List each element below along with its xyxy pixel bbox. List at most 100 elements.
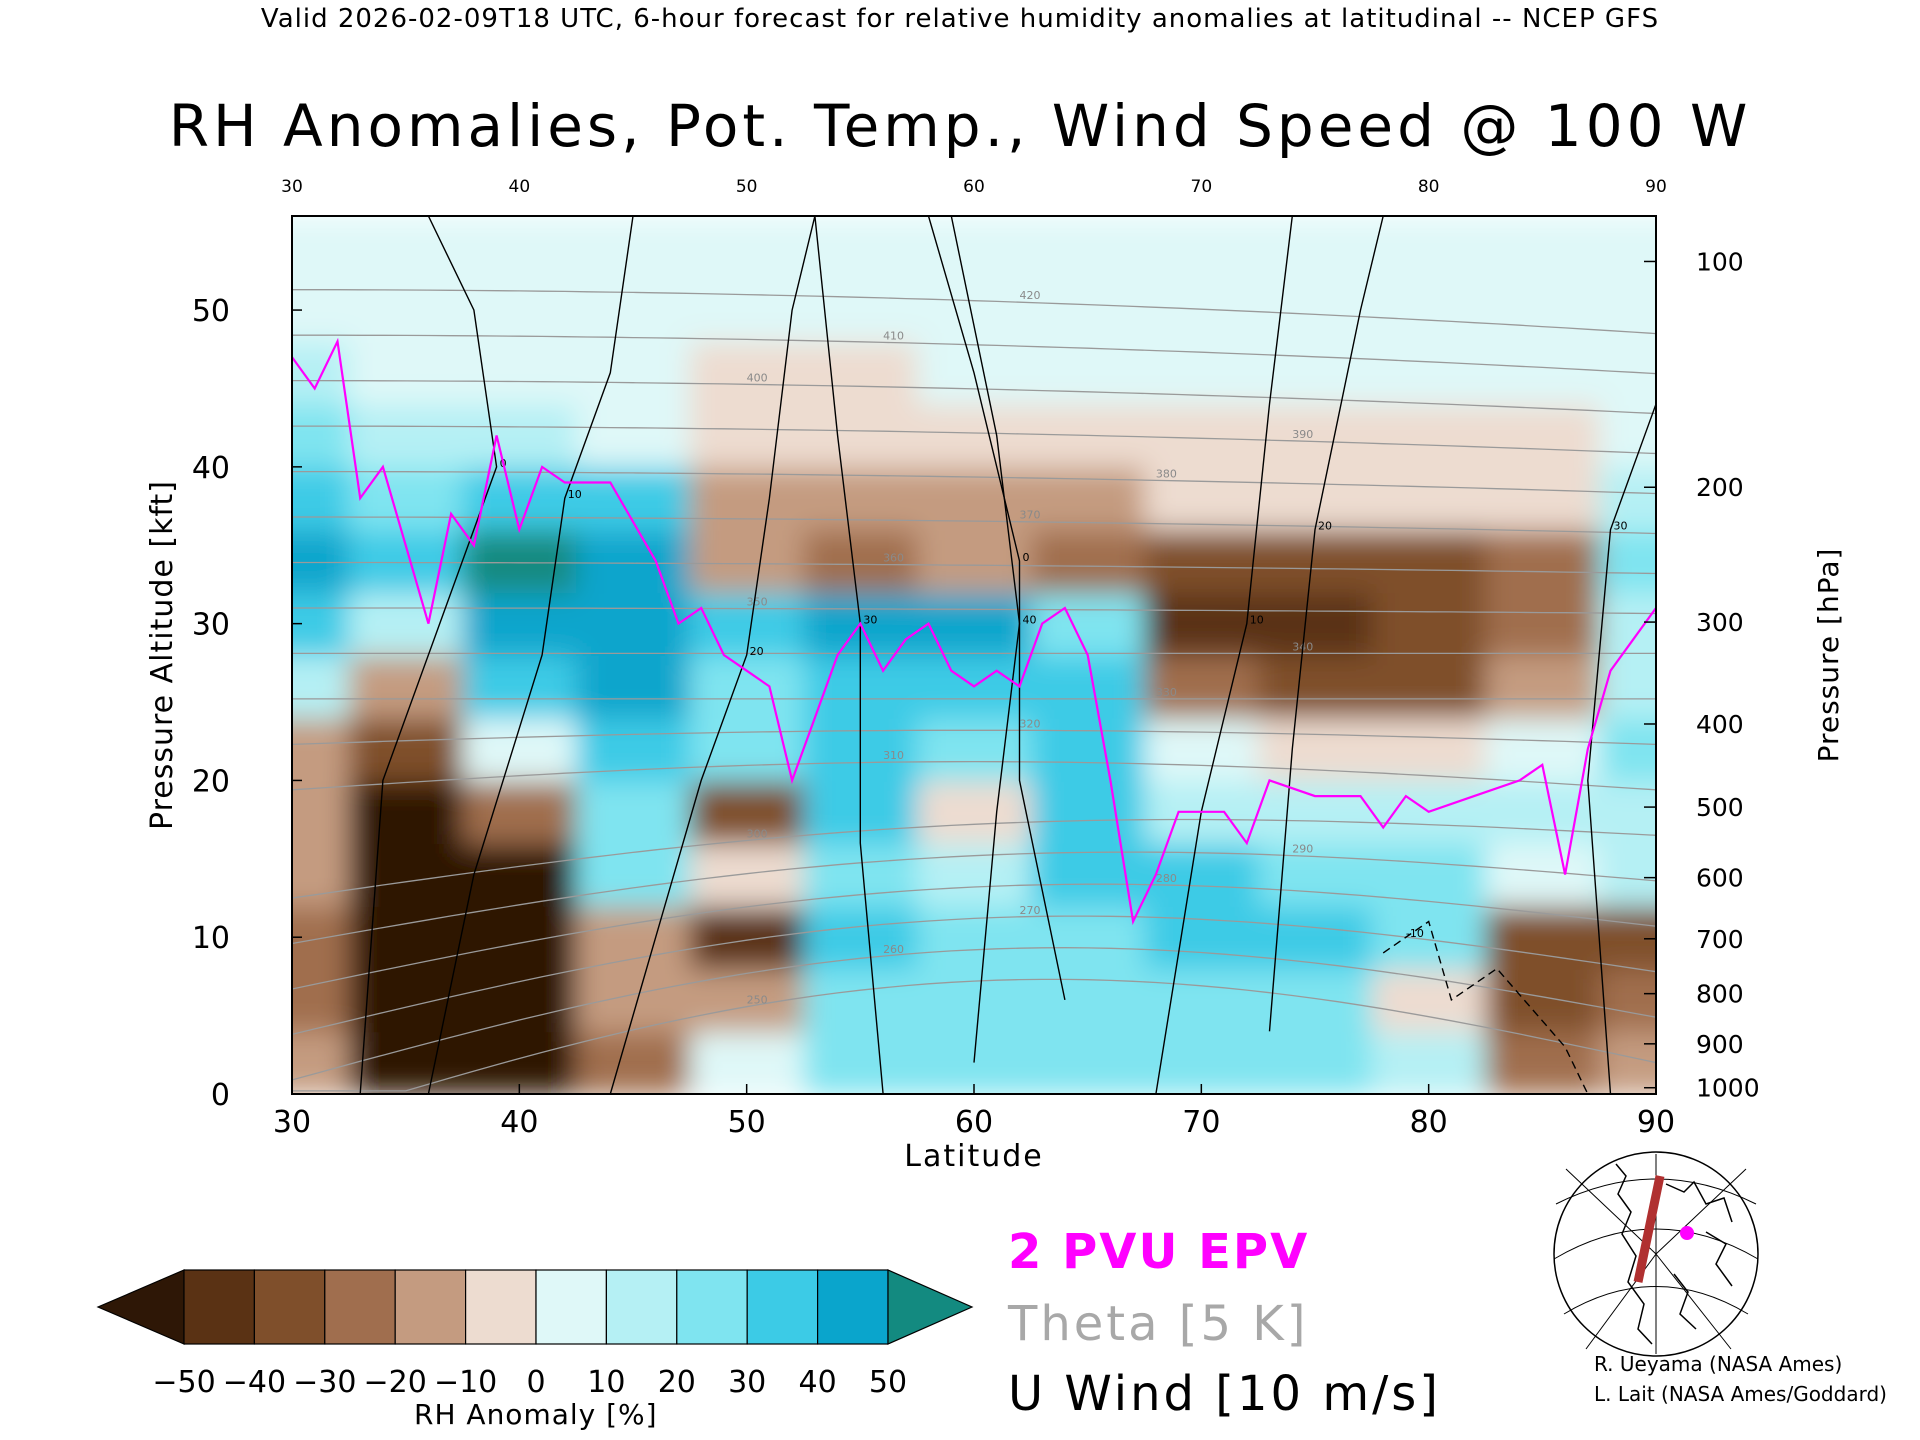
heatmap-cell bbox=[1258, 404, 1373, 468]
x-tick-label: 90 bbox=[1637, 1105, 1675, 1140]
x-axis-label: Latitude bbox=[904, 1139, 1043, 1174]
heatmap-cell bbox=[1144, 592, 1260, 656]
heatmap-cell bbox=[462, 592, 578, 656]
heatmap-cell bbox=[348, 655, 464, 719]
theta-contour bbox=[292, 851, 1656, 945]
colorbar-tick-label: −10 bbox=[434, 1365, 497, 1400]
heatmap-cell bbox=[576, 905, 691, 970]
cross-section-line bbox=[1633, 1175, 1665, 1283]
u-wind-contour bbox=[359, 216, 498, 1094]
x-top-tick-label: 40 bbox=[509, 177, 531, 197]
heatmap-cell bbox=[1144, 655, 1260, 719]
theta-contour bbox=[292, 818, 1656, 899]
heatmap-cell bbox=[1030, 780, 1146, 845]
heatmap-cell bbox=[462, 843, 578, 907]
heatmap-cell bbox=[803, 1031, 919, 1094]
chart-title: RH Anomalies, Pot. Temp., Wind Speed @ 1… bbox=[168, 92, 1752, 160]
pressure-tick-label: 900 bbox=[1696, 1030, 1744, 1059]
u-wind-contour-label: 30 bbox=[863, 614, 877, 627]
heatmap-cell bbox=[292, 1031, 350, 1094]
heatmap-cell bbox=[803, 341, 919, 406]
heatmap-cell bbox=[348, 404, 464, 468]
theta-contour bbox=[292, 425, 1656, 455]
heatmap-cell bbox=[917, 592, 1032, 656]
u-wind-contour bbox=[609, 216, 816, 1094]
colorbar: −50 −40 −30 −20 −10 0 10 20 30 40 50 bbox=[96, 1269, 974, 1400]
heatmap-cell bbox=[348, 843, 464, 907]
theta-contour-label: 280 bbox=[1156, 872, 1177, 885]
heatmap-cell bbox=[1599, 843, 1656, 907]
legend-theta: Theta [5 K] bbox=[1008, 1296, 1309, 1352]
heatmap-cell bbox=[1144, 905, 1260, 970]
colorbar-tick-label: −30 bbox=[293, 1365, 356, 1400]
heatmap-cell bbox=[1258, 529, 1373, 594]
pressure-tick-label: 1000 bbox=[1696, 1074, 1760, 1103]
u-wind-contour-label: 20 bbox=[1318, 520, 1332, 533]
colorbar-low-arrow bbox=[96, 1269, 185, 1345]
heatmap-cell bbox=[1258, 216, 1373, 280]
heatmap-cell bbox=[689, 1031, 805, 1094]
u-wind-contour bbox=[927, 216, 1066, 1001]
heatmap-cell bbox=[292, 780, 350, 845]
heatmap-cell bbox=[576, 1031, 691, 1094]
heatmap-cell bbox=[1599, 717, 1656, 782]
heatmap-cell bbox=[576, 968, 691, 1033]
heatmap-cell bbox=[1030, 655, 1146, 719]
heatmap-cell bbox=[917, 404, 1032, 468]
heatmap-cell bbox=[1030, 216, 1146, 280]
colorbar-band bbox=[394, 1269, 467, 1345]
heatmap-cell bbox=[1030, 466, 1146, 531]
u-wind-contour bbox=[427, 216, 634, 1094]
heatmap-cell bbox=[1258, 278, 1373, 343]
heatmap-cell bbox=[1485, 466, 1601, 531]
heatmap-cell bbox=[576, 780, 691, 845]
heatmap-cell bbox=[689, 341, 805, 406]
u-wind-negative-contour bbox=[1382, 920, 1589, 1094]
heatmap-cell bbox=[1371, 655, 1487, 719]
heatmap-cell bbox=[1258, 968, 1373, 1033]
colorbar-band bbox=[605, 1269, 678, 1345]
heatmap-cell bbox=[1371, 905, 1487, 970]
colorbar-band bbox=[535, 1269, 608, 1345]
y-tick-label: 20 bbox=[192, 764, 230, 799]
u-wind-contour-label: -10 bbox=[1406, 927, 1424, 940]
heatmap-cell bbox=[462, 1031, 578, 1094]
heatmap-cell bbox=[1258, 843, 1373, 907]
heatmap-cell bbox=[917, 278, 1032, 343]
heatmap-cell bbox=[1030, 529, 1146, 594]
theta-contour bbox=[292, 729, 1656, 746]
theta-contour-label: 370 bbox=[1019, 509, 1040, 522]
heatmap-cell bbox=[1371, 843, 1487, 907]
heatmap-cell bbox=[1030, 1031, 1146, 1094]
x-top-tick-label: 80 bbox=[1418, 177, 1440, 197]
heatmap-cell bbox=[348, 466, 464, 531]
heatmap-cell bbox=[917, 780, 1032, 845]
colorbar-band bbox=[746, 1269, 819, 1345]
heatmap-cell bbox=[1258, 466, 1373, 531]
colorbar-high-arrow bbox=[887, 1269, 974, 1345]
theta-contour bbox=[292, 379, 1656, 415]
heatmap-cell bbox=[1030, 717, 1146, 782]
u-wind-contour-label: 0 bbox=[1022, 551, 1029, 564]
u-wind-contours: 0 10 20 30 400 10 20 30 -10 bbox=[359, 216, 1656, 1094]
heatmap-cell bbox=[576, 404, 691, 468]
x-tick-label: 50 bbox=[728, 1105, 766, 1140]
heatmap-cell bbox=[1371, 278, 1487, 343]
u-wind-contour-label: 10 bbox=[1250, 614, 1264, 627]
pressure-tick-label: 700 bbox=[1696, 925, 1744, 954]
colorbar-tick-label: −40 bbox=[223, 1365, 286, 1400]
heatmap-cell bbox=[348, 780, 464, 845]
heatmap-cell bbox=[348, 592, 464, 656]
heatmap-cell bbox=[1599, 529, 1656, 594]
heatmap-cell bbox=[292, 655, 350, 719]
heatmap-cell bbox=[1371, 968, 1487, 1033]
heatmap-cell bbox=[917, 905, 1032, 970]
heatmap-cell bbox=[348, 717, 464, 782]
theta-contour-label: 390 bbox=[1292, 428, 1313, 441]
y-axis-label: Pressure Altitude [kft] bbox=[145, 480, 180, 830]
u-wind-contour bbox=[1155, 216, 1293, 1094]
y-tick-label: 0 bbox=[211, 1078, 230, 1113]
heatmap-cell bbox=[348, 278, 464, 343]
x-tick-label: 60 bbox=[955, 1105, 993, 1140]
heatmap-cell bbox=[917, 216, 1032, 280]
